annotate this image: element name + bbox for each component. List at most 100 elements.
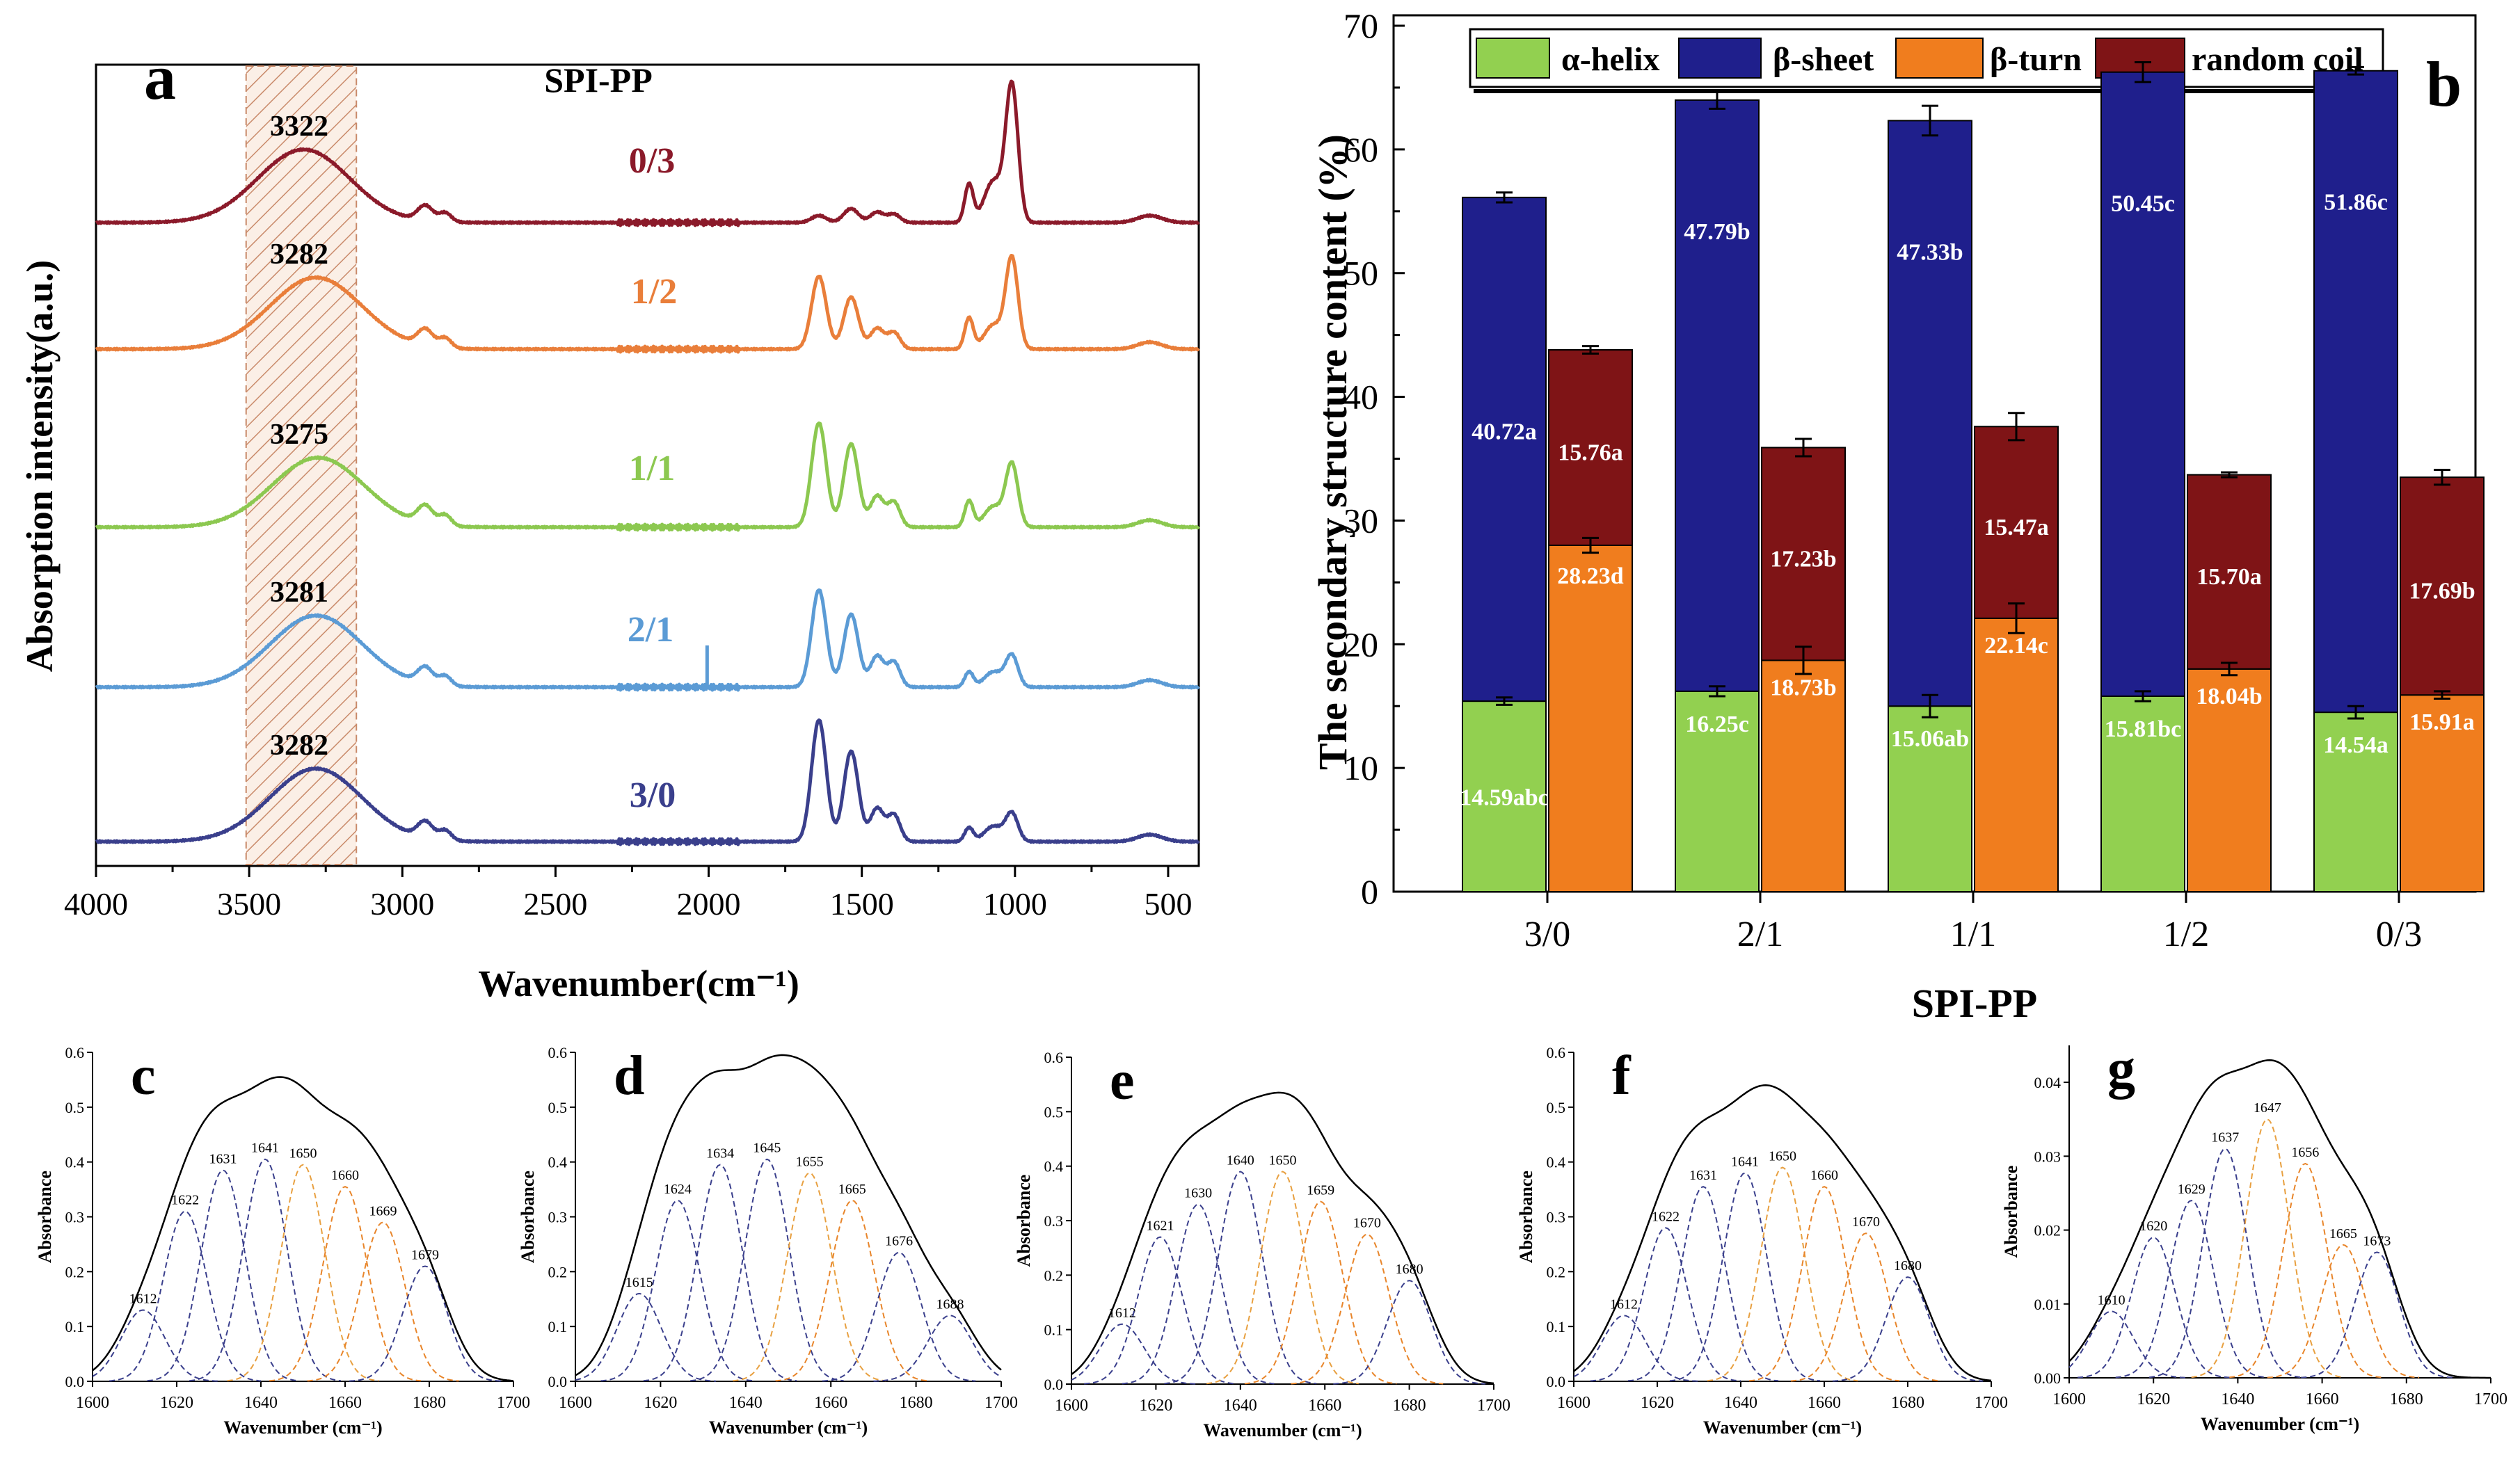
panel-f-component-peak xyxy=(1669,1172,1821,1382)
bar-beta-turn-label: 18.04b xyxy=(2196,684,2262,709)
panel-f-xlabel: Wavenumber (cm⁻¹) xyxy=(1703,1417,1862,1438)
bar-beta-turn xyxy=(1974,617,2059,893)
panel-c-xtick-label: 1620 xyxy=(160,1394,193,1412)
panel-c-peak-label: 1631 xyxy=(209,1151,237,1166)
bar-beta-sheet xyxy=(1462,196,1547,702)
panel-f-peak-label: 1670 xyxy=(1852,1214,1880,1230)
panel-e-letter: e xyxy=(1110,1050,1135,1111)
panel-g-ytick-label: 0.03 xyxy=(2034,1148,2062,1165)
panel-c-xtick-label: 1600 xyxy=(76,1394,109,1412)
panel-e-component-peak xyxy=(1333,1280,1485,1385)
panel-b-letter: b xyxy=(2426,49,2462,120)
panel-e-peak-label: 1680 xyxy=(1396,1262,1424,1277)
panel-b-ytick-label: 30 xyxy=(1343,501,1378,540)
bar-alpha-helix xyxy=(2313,712,2398,893)
panel-g-peak-label: 1620 xyxy=(2139,1219,2167,1234)
panel-c-peak-label: 1612 xyxy=(129,1292,157,1307)
panel-e-ytick-label: 0.3 xyxy=(1044,1212,1064,1230)
panel-c-component-peak xyxy=(349,1265,501,1382)
panel-e-peak-label: 1612 xyxy=(1108,1306,1136,1321)
panel-f-peak-label: 1631 xyxy=(1689,1168,1717,1183)
panel-b-xtick-label: 0/3 xyxy=(2376,915,2422,954)
panel-d-xtick-label: 1680 xyxy=(900,1394,933,1412)
spectrum-series-label: 1/1 xyxy=(629,449,675,488)
panel-c-component-peak xyxy=(92,1309,219,1382)
panel-d-xtick-label: 1600 xyxy=(559,1394,592,1412)
panel-c-ytick-label: 0.1 xyxy=(65,1318,85,1335)
panel-d-xtick-label: 1620 xyxy=(644,1394,677,1412)
panel-d-ytick-label: 0.3 xyxy=(548,1209,568,1226)
bar-alpha-helix-label: 16.25c xyxy=(1685,712,1749,737)
bar-alpha-helix xyxy=(1675,690,1760,892)
panel-d-peak-label: 1655 xyxy=(796,1154,824,1169)
spectrum-peak-label: 3282 xyxy=(270,730,328,762)
panel-c-component-peak xyxy=(189,1158,341,1382)
panel-a-xlabel: Wavenumber(cm⁻¹) xyxy=(478,963,799,1004)
panel-c-component-peak xyxy=(269,1186,421,1382)
bar-random-coil xyxy=(1761,447,1846,661)
bar-beta-turn xyxy=(2187,668,2272,892)
panel-c-xlabel: Wavenumber (cm⁻¹) xyxy=(223,1417,382,1438)
bar-alpha-helix-label: 14.54a xyxy=(2323,732,2389,758)
bar-beta-sheet xyxy=(1888,120,1972,707)
panel-a: a SPI-PP Wavenumber(cm⁻¹) Absorption int… xyxy=(19,42,1200,1004)
panel-c-xtick-label: 1640 xyxy=(244,1394,278,1412)
bar-alpha-helix xyxy=(1888,705,1972,892)
panel-b: b SPI-PP The secondary structure content… xyxy=(1310,6,2485,1026)
panel-d-peak-label: 1624 xyxy=(664,1182,692,1197)
panel-f-xtick-label: 1620 xyxy=(1641,1394,1674,1412)
panel-g-ytick-label: 0.01 xyxy=(2034,1296,2062,1313)
panel-c-peak-label: 1669 xyxy=(369,1203,397,1219)
panel-d-ytick-label: 0.6 xyxy=(548,1044,568,1061)
panel-b-ytick-label: 70 xyxy=(1343,6,1378,45)
panel-f-peak-label: 1680 xyxy=(1894,1258,1922,1274)
panel-d-peak-label: 1688 xyxy=(936,1296,964,1312)
panel-c-ytick-label: 0.3 xyxy=(65,1209,85,1226)
panel-g-peak-label: 1656 xyxy=(2291,1145,2319,1160)
panel-f-ytick-label: 0.6 xyxy=(1547,1044,1566,1061)
legend-swatch-beta-turn xyxy=(1895,38,1984,79)
panel-a-frame xyxy=(95,63,1200,867)
panel-d-component-peak xyxy=(733,1172,886,1382)
panel-c: c 1600 1620 1640 1660 1680 1700 0.0 0.1 0.2 0.3 0.4… xyxy=(35,1044,530,1438)
panel-f-envelope xyxy=(1573,1084,1992,1382)
panel-c-peak-label: 1660 xyxy=(331,1168,359,1183)
panel-g-ytick-label: 0.00 xyxy=(2034,1369,2062,1387)
legend-label-beta-sheet: β-sheet xyxy=(1773,41,1874,78)
panel-g-component-peak xyxy=(2149,1148,2302,1379)
panel-d-component-peak xyxy=(690,1158,844,1382)
panel-d-ytick-label: 0.5 xyxy=(548,1099,568,1116)
panel-g-component-peak xyxy=(2115,1200,2267,1379)
panel-a-xtick-label: 2000 xyxy=(677,886,741,922)
bar-beta-turn-label: 18.73b xyxy=(1770,675,1836,700)
spectrum-peak-label: 3275 xyxy=(270,419,328,451)
panel-c-ylabel: Absorbance xyxy=(35,1171,55,1263)
panel-g-envelope xyxy=(2068,1059,2491,1379)
panel-f-peak-label: 1660 xyxy=(1810,1168,1838,1183)
panel-b-ytick-label: 20 xyxy=(1343,625,1378,664)
panel-d-component-peak xyxy=(575,1292,717,1382)
bar-beta-turn xyxy=(2400,694,2485,892)
panel-a-xtick-label: 500 xyxy=(1144,886,1192,922)
panel-f-ytick-label: 0.1 xyxy=(1547,1318,1566,1335)
panel-g-peak-label: 1647 xyxy=(2254,1100,2281,1116)
panel-g-peak-label: 1665 xyxy=(2329,1226,2357,1242)
spectrum-line-1-2 xyxy=(95,254,1200,354)
panel-e-xtick-label: 1700 xyxy=(1477,1397,1510,1415)
panel-f: f 1600 1620 1640 1660 1680 1700 0.0 0.1 0.2 0.3 0.4… xyxy=(1516,1044,2008,1438)
panel-c-component-peak xyxy=(109,1210,262,1382)
panel-d-envelope xyxy=(575,1054,1002,1376)
panel-a-ylabel: Absorption intensity(a.u.) xyxy=(19,260,61,673)
panel-b-ylabel: The secondary structure content (%) xyxy=(1310,134,1355,770)
legend-swatch-beta-sheet xyxy=(1678,38,1762,79)
panel-f-ylabel: Absorbance xyxy=(1516,1171,1536,1263)
spectrum-series-label: 3/0 xyxy=(630,776,676,815)
panel-g-peak-label: 1610 xyxy=(2098,1292,2126,1308)
panel-c-ytick-label: 0.5 xyxy=(65,1099,85,1116)
panel-e-peak-label: 1659 xyxy=(1307,1183,1334,1198)
panel-e-component-peak xyxy=(1291,1233,1444,1385)
panel-c-peak-label: 1622 xyxy=(171,1193,199,1208)
panel-d-ytick-label: 0.1 xyxy=(548,1318,568,1335)
panel-e: e 1600 1620 1640 1660 1680 1700 0.0 0.1 0.2 0.3 0.4… xyxy=(1014,1049,1510,1440)
spectrum-line-0-3 xyxy=(95,79,1200,227)
